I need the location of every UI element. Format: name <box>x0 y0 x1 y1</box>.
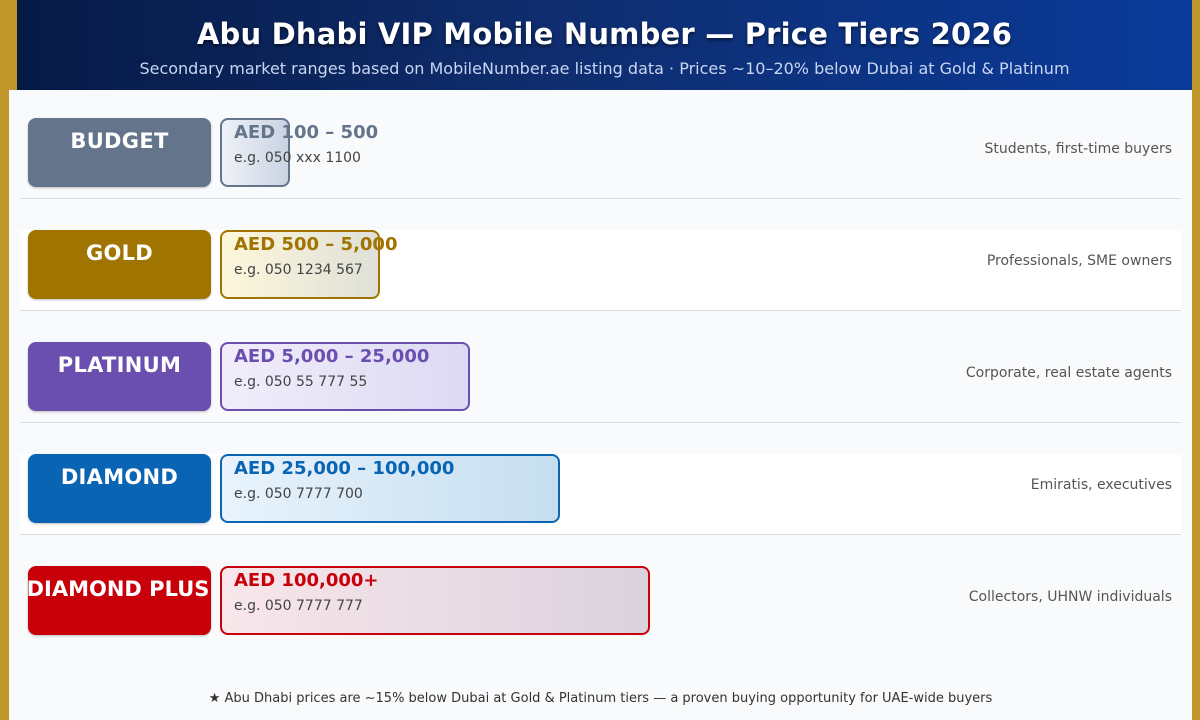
tier-label: GOLD <box>28 230 211 299</box>
tier-example-label: e.g. 050 55 777 55 <box>234 374 368 390</box>
chart-footnote: ★ Abu Dhabi prices are ~15% below Dubai … <box>208 691 993 706</box>
tier-audience-label: Emiratis, executives <box>1030 477 1172 493</box>
chart-header: Abu Dhabi VIP Mobile Number — Price Tier… <box>17 0 1192 90</box>
tier-bar <box>220 566 650 635</box>
tier-label: DIAMOND PLUS <box>28 566 211 635</box>
tier-audience-label: Collectors, UHNW individuals <box>968 589 1172 605</box>
tier-row: DIAMOND PLUS AED 100,000+ e.g. 050 7777 77… <box>20 566 1181 636</box>
tier-label: DIAMOND <box>28 454 211 523</box>
tier-price-label: AED 25,000 – 100,000 <box>234 458 455 479</box>
chart-panel: BUDGET AED 100 – 500 e.g. 050 xxx 1100 Stud… <box>9 90 1192 720</box>
tier-row: PLATINUM AED 5,000 – 25,000 e.g. 050 55 77… <box>20 342 1181 423</box>
tier-label: PLATINUM <box>28 342 211 411</box>
tier-example-label: e.g. 050 7777 700 <box>234 486 363 502</box>
tier-row: BUDGET AED 100 – 500 e.g. 050 xxx 1100 Stud… <box>20 118 1181 199</box>
tier-audience-label: Professionals, SME owners <box>986 253 1172 269</box>
tier-example-label: e.g. 050 1234 567 <box>234 262 363 278</box>
tier-bar <box>220 118 290 187</box>
tier-example-label: e.g. 050 xxx 1100 <box>234 150 361 166</box>
tier-bar <box>220 342 470 411</box>
tier-row: GOLD AED 500 – 5,000 e.g. 050 1234 567 Prof… <box>20 230 1181 311</box>
tier-price-label: AED 5,000 – 25,000 <box>234 346 430 367</box>
tier-row: DIAMOND AED 25,000 – 100,000 e.g. 050 7777… <box>20 454 1181 535</box>
tier-bar <box>220 454 560 523</box>
tier-bar <box>220 230 380 299</box>
tier-price-label: AED 100,000+ <box>234 570 379 591</box>
tier-example-label: e.g. 050 7777 777 <box>234 598 363 614</box>
tier-label: BUDGET <box>28 118 211 187</box>
tier-audience-label: Corporate, real estate agents <box>965 365 1172 381</box>
tier-price-label: AED 500 – 5,000 <box>234 234 398 255</box>
chart-subtitle: Secondary market ranges based on MobileN… <box>139 59 1070 78</box>
tier-price-label: AED 100 – 500 <box>234 122 379 143</box>
tier-audience-label: Students, first-time buyers <box>984 141 1172 157</box>
chart-title: Abu Dhabi VIP Mobile Number — Price Tier… <box>196 17 1013 51</box>
